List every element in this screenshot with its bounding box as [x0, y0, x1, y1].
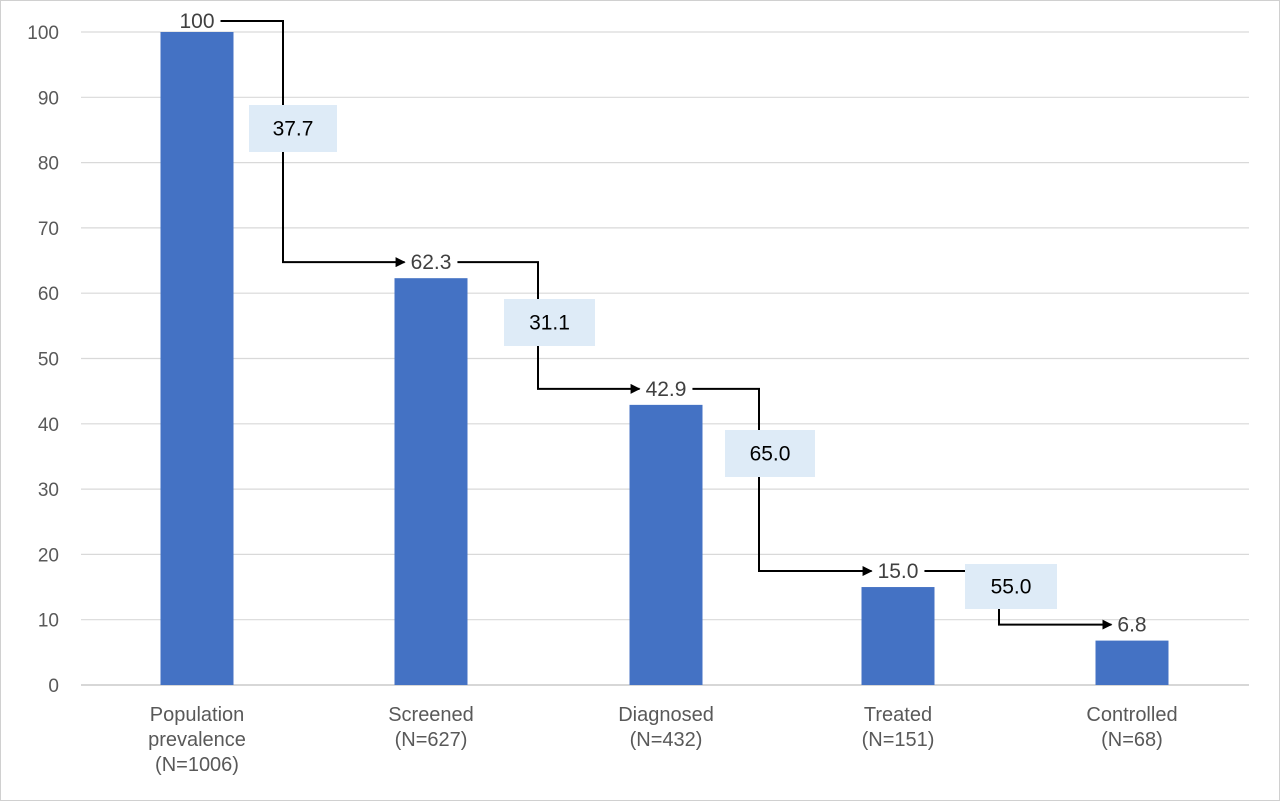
drop-label-box	[965, 564, 1057, 609]
category-label-line: (N=1006)	[155, 754, 239, 776]
value-label: 15.0	[878, 560, 919, 583]
value-label: 62.3	[411, 251, 452, 274]
drop-label-box	[249, 105, 337, 152]
y-tick-label: 80	[38, 154, 59, 175]
category-label-line: Controlled	[1086, 704, 1177, 726]
category-label-line: (N=151)	[862, 729, 935, 751]
y-tick-label: 10	[38, 611, 59, 632]
value-label: 42.9	[646, 378, 687, 401]
category-label: Population prevalence (N=1006)	[148, 704, 246, 776]
drop-label: 65.0	[750, 443, 791, 466]
category-label-line: (N=627)	[395, 729, 468, 751]
category-label-line: prevalence	[148, 729, 246, 751]
drop-label: 55.0	[991, 576, 1032, 599]
drop-label: 37.7	[273, 118, 314, 141]
category-label-line: Population	[150, 704, 245, 726]
y-tick-label: 60	[38, 284, 59, 305]
category-label-line: (N=432)	[630, 729, 703, 751]
category-label-line: Diagnosed	[618, 704, 714, 726]
y-tick-label: 40	[38, 415, 59, 436]
step-arrow	[692, 387, 873, 577]
bar	[1095, 640, 1169, 685]
category-label: Treated (N=151)	[862, 704, 935, 751]
drop-label: 31.1	[529, 312, 570, 335]
value-label: 6.8	[1117, 614, 1146, 637]
bar	[394, 278, 468, 685]
bar	[629, 404, 703, 685]
y-tick-label: 50	[38, 350, 59, 371]
bar	[861, 587, 935, 685]
y-tick-label: 0	[48, 676, 59, 697]
category-label-line: Treated	[864, 704, 932, 726]
category-label-line: Screened	[388, 704, 474, 726]
category-label-line: (N=68)	[1101, 729, 1163, 751]
y-tick-label: 100	[27, 23, 59, 44]
y-tick-label: 90	[38, 88, 59, 109]
bar	[160, 32, 234, 685]
category-label: Screened (N=627)	[388, 704, 474, 751]
drop-label-box	[504, 299, 595, 346]
category-label: Diagnosed (N=432)	[618, 704, 714, 751]
y-tick-label: 20	[38, 545, 59, 566]
value-label: 100	[179, 10, 214, 33]
y-tick-label: 30	[38, 480, 59, 501]
drop-label-box	[725, 430, 815, 477]
category-label: Controlled (N=68)	[1086, 704, 1177, 751]
y-tick-label: 70	[38, 219, 59, 240]
